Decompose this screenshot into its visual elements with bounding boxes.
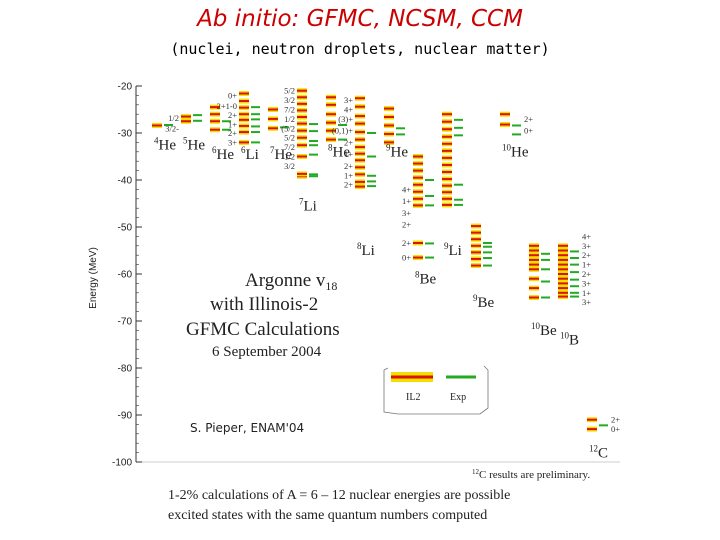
y-tick-label: -80: [118, 364, 133, 375]
y-tick-label: -60: [118, 270, 133, 281]
spin-parity-label: 1+: [344, 149, 353, 159]
spin-parity-label: 3+: [582, 278, 591, 288]
nucleus-label: 9He: [386, 143, 408, 161]
spin-parity-label: 2+: [344, 161, 353, 171]
spin-parity-label: (0,1)+: [332, 126, 353, 136]
y-tick-label: -40: [118, 176, 133, 187]
caption: 1-2% calculations of A = 6 – 12 nuclear …: [168, 486, 708, 526]
annotation-line2: with Illinois-2: [210, 294, 318, 315]
spin-parity-label: 3/2-: [165, 123, 179, 133]
nucleus-label: 6He: [212, 145, 234, 163]
spin-parity-label: 1+: [582, 260, 591, 270]
spin-parity-label: 2+: [344, 180, 353, 190]
nucleus-label: 12C: [589, 443, 608, 461]
annotation-line4: 6 September 2004: [212, 344, 322, 360]
level-chart: -20 -30 -40 -50 -60 -70 -80 -90 -100 4He 5He 6He 6L…: [88, 82, 620, 482]
legend-exp-label: Exp: [450, 392, 466, 403]
spin-parity-label: 0+: [611, 424, 620, 434]
spin-parity-label: 5/2: [284, 86, 295, 96]
spin-parity-label: 4+: [344, 105, 353, 115]
legend-il2-label: IL2: [406, 392, 420, 403]
slide-title: Ab initio: GFMC, NCSM, CCM: [197, 6, 523, 32]
nucleus-label: 10He: [502, 143, 529, 161]
y-tick-label: -30: [118, 129, 133, 140]
spin-parity-label: 1/2: [284, 114, 295, 124]
nucleus-label: 4He: [154, 135, 176, 153]
slide-subtitle: (nuclei, neutron droplets, nuclear matte…: [170, 40, 550, 58]
y-tick-label: -100: [112, 458, 132, 469]
spin-parity-label: 3/2: [284, 95, 295, 105]
spin-parity-label: 3+: [582, 241, 591, 251]
nucleus-label: 7Li: [299, 197, 317, 215]
energy-levels: [152, 88, 608, 432]
spin-parity-label: 7/2: [284, 142, 295, 152]
credit-text: S. Pieper, ENAM'04: [190, 421, 304, 435]
spin-parity-label: 3+: [582, 297, 591, 307]
chart-legend: IL2 Exp: [383, 365, 489, 415]
spin-parity-label: (3)+: [338, 114, 353, 124]
spin-parity-label: 2+: [402, 238, 411, 248]
spin-parity-label: 2+: [228, 110, 237, 120]
annotation-box: Argonne v18 with Illinois-2 GFMC Calcula…: [186, 270, 340, 360]
spin-parity-label: 1/2: [168, 113, 179, 123]
nucleus-label: 10B: [560, 331, 579, 349]
spin-parity-label: 2+: [228, 128, 237, 138]
spin-parity-label: 3+: [228, 137, 237, 147]
legend-bracket: [383, 365, 489, 415]
spin-parity-label: 1+: [402, 196, 411, 206]
spin-parity-label: 0+: [402, 253, 411, 263]
annotation-line1: Argonne v18: [245, 270, 337, 293]
spin-parity-label: 2+: [524, 114, 533, 124]
spin-parity-label: 0+: [524, 126, 533, 136]
spin-parity-label: 3/2: [284, 161, 295, 171]
spin-parity-label: 2+: [402, 220, 411, 230]
spin-parity-label: 3+: [344, 95, 353, 105]
nucleus-label: 10Be: [531, 321, 557, 339]
spin-parity-label: 3+: [402, 208, 411, 218]
y-tick-label: -20: [118, 82, 133, 93]
preliminary-note: 12C results are preliminary.: [472, 468, 590, 481]
spin-parity-label: 7/2: [284, 105, 295, 115]
nucleus-label: 8He: [328, 143, 350, 161]
spin-parity-labels: 0+2+1-02+1+2+3+1/23/2-5/23/27/21/2(5/25/…: [165, 86, 620, 434]
nucleus-label: 8Be: [415, 269, 437, 287]
y-axis-label: Energy (MeV): [88, 247, 99, 309]
nucleus-label: 7He: [270, 145, 292, 163]
y-tick-label: -50: [118, 223, 133, 234]
caption-line-2: excited states with the same quantum num…: [168, 508, 488, 523]
svg-text:12C results are preliminary.: 12C results are preliminary.: [472, 468, 590, 481]
spin-parity-label: 1+: [228, 120, 237, 130]
nucleus-label: 8Li: [357, 241, 375, 259]
spin-parity-label: 1+: [582, 288, 591, 298]
y-tick-label: -90: [118, 411, 133, 422]
spin-parity-label: 2+1-0: [217, 101, 237, 111]
spin-parity-label: 0+: [228, 90, 237, 100]
axes: -20 -30 -40 -50 -60 -70 -80 -90 -100: [112, 82, 620, 469]
spin-parity-label: 4+: [582, 231, 591, 241]
spin-parity-label: 2+: [611, 415, 620, 425]
spin-parity-label: (5/2: [281, 123, 295, 133]
nucleus-label: 9Be: [473, 293, 495, 311]
spin-parity-label: 2+: [582, 269, 591, 279]
spin-parity-label: 2+: [582, 250, 591, 260]
nucleus-label: 9Li: [444, 241, 462, 259]
spin-parity-label: 4+: [402, 184, 411, 194]
nucleus-label: 5He: [183, 135, 205, 153]
spin-parity-label: 2+: [344, 137, 353, 147]
y-tick-label: -70: [118, 317, 133, 328]
nucleus-label: 6Li: [241, 145, 259, 163]
annotation-line3: GFMC Calculations: [186, 319, 340, 340]
spin-parity-label: 5/2: [284, 133, 295, 143]
spin-parity-label: 1/2: [284, 152, 295, 162]
spin-parity-label: 1+: [344, 170, 353, 180]
caption-line-1: 1-2% calculations of A = 6 – 12 nuclear …: [168, 488, 511, 503]
nucleus-labels: 4He 5He 6He 6Li 7He 7Li 8He 8Li 9He 8Be 9Li 9Be 10He…: [154, 135, 608, 461]
